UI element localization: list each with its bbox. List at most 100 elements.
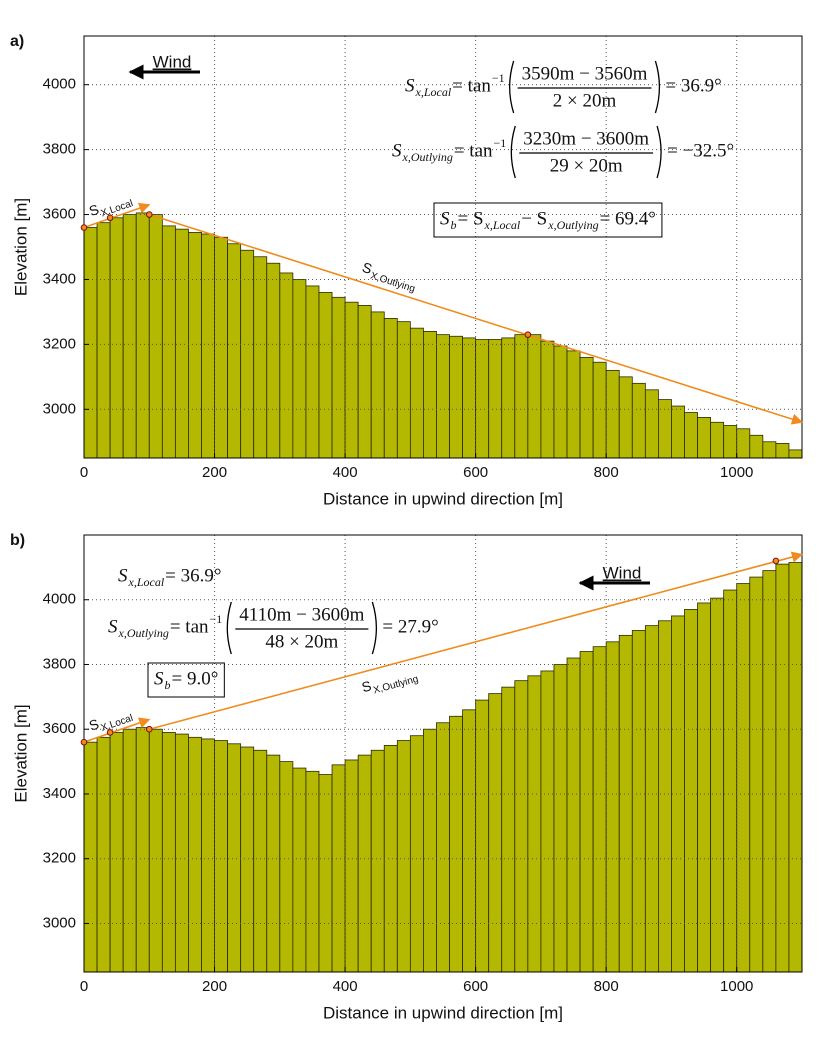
denominator: 48 × 20m: [265, 631, 338, 652]
bar: [292, 279, 307, 459]
equation-superscript: −1: [492, 71, 505, 85]
bar: [697, 602, 712, 973]
bar: [96, 222, 111, 459]
equation-text: S: [108, 616, 118, 637]
y-tick-label: 3400: [43, 785, 76, 802]
bar: [723, 589, 738, 973]
bar: [684, 412, 698, 459]
equation-text: = tan: [452, 75, 491, 96]
x-tick-label: 0: [80, 978, 88, 995]
x-tick-label: 600: [463, 464, 488, 481]
bar: [775, 563, 790, 973]
y-tick-label: 4000: [43, 76, 76, 93]
bar: [370, 749, 385, 973]
bar: [762, 441, 777, 459]
bar: [684, 609, 698, 973]
equation-subscript: b: [451, 218, 457, 232]
bar: [266, 754, 281, 973]
y-tick-label: 3000: [43, 400, 76, 417]
bar: [201, 738, 215, 973]
bar: [370, 311, 385, 459]
bar: [488, 339, 503, 459]
bar: [449, 715, 463, 973]
bar: [423, 728, 437, 973]
bar: [697, 417, 712, 459]
x-tick-label: 200: [202, 978, 227, 995]
bar: [618, 376, 633, 459]
equation-text: S: [405, 75, 415, 96]
panel-label: a): [10, 33, 24, 50]
bar: [122, 728, 137, 973]
bar: [135, 212, 150, 459]
bar: [188, 231, 202, 459]
bar: [540, 670, 555, 973]
marker: [524, 331, 532, 338]
x-tick-label: 1000: [720, 464, 753, 481]
slope-arrow: [149, 551, 804, 730]
bar: [357, 754, 372, 973]
y-axis-label: Elevation [m]: [11, 198, 30, 296]
wind-label: Wind: [603, 563, 642, 582]
arrow-label-symbol: S: [360, 259, 374, 277]
bar: [436, 334, 450, 459]
bar: [331, 296, 346, 459]
x-tick-label: 400: [333, 978, 358, 995]
denominator: 29 × 20m: [550, 155, 623, 176]
bar: [788, 562, 803, 973]
numerator: 3230m − 3600m: [523, 128, 649, 149]
bar: [436, 722, 450, 973]
x-axis-label: Distance in upwind direction [m]: [323, 1003, 563, 1022]
paren: [226, 601, 232, 655]
bar: [383, 318, 398, 459]
x-tick-label: 800: [594, 978, 619, 995]
equation-superscript: −1: [210, 612, 223, 626]
bar: [344, 301, 359, 459]
bar: [318, 774, 333, 973]
bar: [736, 583, 751, 973]
arrow-label-symbol: S: [360, 677, 373, 695]
bar: [227, 743, 242, 973]
y-tick-label: 3800: [43, 655, 76, 672]
paren: [656, 125, 662, 179]
bar: [266, 262, 281, 459]
bar: [122, 214, 137, 459]
equation-text: − S: [521, 208, 547, 229]
x-axis-label: Distance in upwind direction [m]: [323, 489, 563, 508]
bar: [161, 225, 176, 459]
bar: [762, 570, 777, 973]
bar: [788, 449, 803, 459]
y-tick-label: 4000: [43, 591, 76, 608]
y-tick-label: 3600: [43, 206, 76, 223]
bar: [96, 736, 111, 973]
bar: [579, 356, 594, 459]
bar: [409, 327, 424, 459]
equation-subscript: x,Local: [128, 575, 165, 589]
marker: [80, 224, 88, 231]
equation-text: = −32.5°: [667, 140, 734, 161]
bar: [553, 345, 568, 459]
paren: [654, 60, 661, 114]
bar: [357, 305, 372, 459]
plot-frame: [83, 35, 803, 459]
bar: [475, 339, 490, 459]
bar: [174, 228, 189, 459]
bar: [318, 292, 333, 459]
bar: [475, 699, 490, 973]
marker: [145, 211, 153, 218]
equation-text: S: [440, 208, 450, 229]
y-axis-label: Elevation [m]: [11, 704, 30, 802]
bar: [618, 634, 633, 973]
bar: [423, 330, 437, 459]
x-tick-label: 600: [463, 978, 488, 995]
bar: [174, 733, 189, 973]
x-tick-label: 200: [202, 464, 227, 481]
y-tick-label: 3400: [43, 270, 76, 287]
bar: [462, 337, 477, 459]
x-tick-label: 1000: [720, 978, 753, 995]
bar: [161, 732, 176, 973]
numerator: 4110m − 3600m: [239, 604, 364, 625]
paren: [371, 601, 378, 655]
bar: [253, 749, 268, 973]
bar: [658, 399, 672, 459]
bar: [305, 770, 320, 973]
